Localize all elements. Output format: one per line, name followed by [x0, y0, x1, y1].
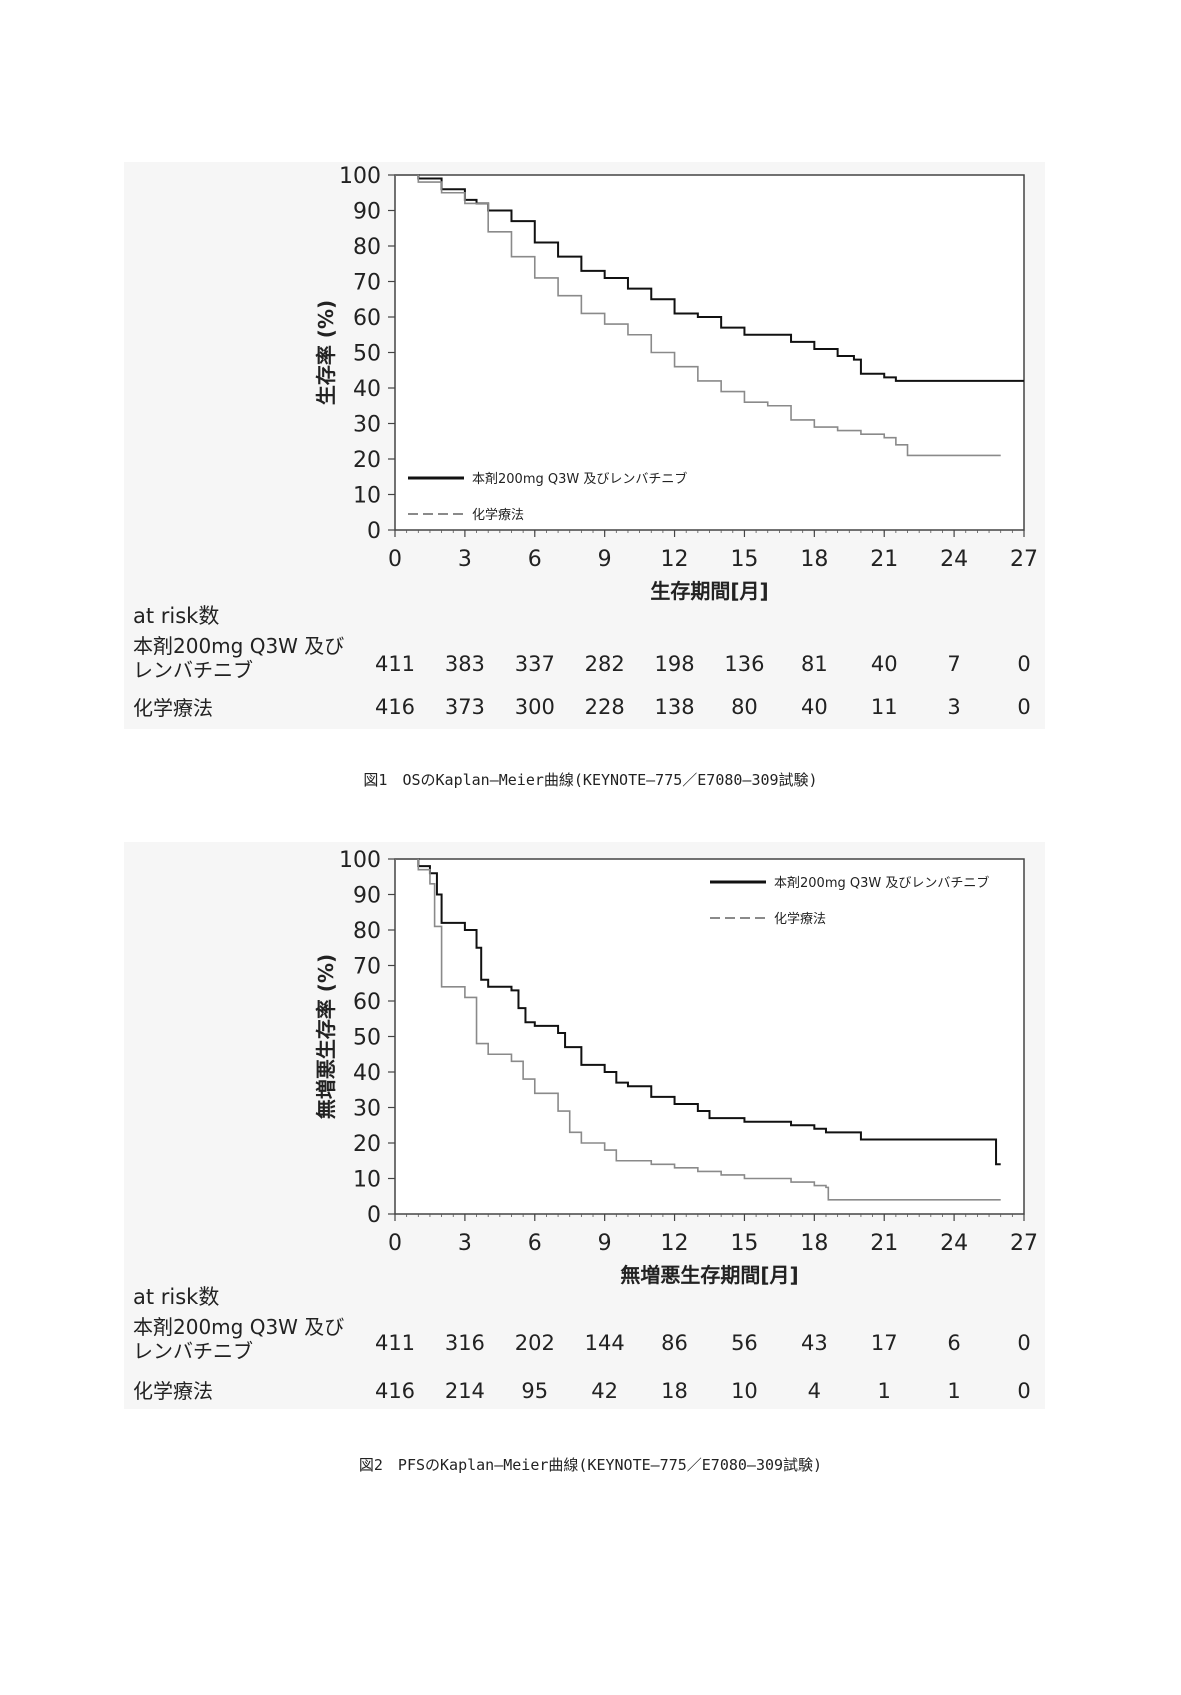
at-risk-count: 40 [800, 695, 828, 719]
label-line: レンバチニブ [133, 658, 253, 682]
at-risk-count: 144 [584, 1331, 625, 1355]
at-risk-count: 0 [1017, 652, 1031, 676]
at-risk-count: 202 [514, 1331, 555, 1355]
label-line: 本剤200mg Q3W 及び [133, 1315, 345, 1339]
pfs-figure-caption: 図2 PFSのKaplan―Meier曲線(KEYNOTE―775／E7080―… [358, 1456, 823, 1474]
at-risk-count: 81 [800, 652, 828, 676]
at-risk-count: 198 [654, 652, 695, 676]
at-risk-count: 95 [521, 1379, 549, 1403]
at-risk-count: 228 [584, 695, 625, 719]
os-at-risk-row-label-chemo: 化学療法 [133, 696, 213, 720]
at-risk-count: 0 [1017, 695, 1031, 719]
at-risk-count: 11 [870, 695, 898, 719]
at-risk-count: 4 [807, 1379, 822, 1403]
os-at-risk-row-label-treatment: 本剤200mg Q3W 及び レンバチニブ [133, 634, 344, 682]
at-risk-count: 0 [1017, 1331, 1031, 1355]
at-risk-count: 43 [800, 1331, 828, 1355]
pfs-at-risk-row-label-treatment: 本剤200mg Q3W 及び レンバチニブ [133, 1315, 344, 1363]
at-risk-count: 42 [591, 1379, 619, 1403]
at-risk-count: 18 [661, 1379, 688, 1403]
at-risk-count: 10 [731, 1379, 758, 1403]
at-risk-count: 1 [877, 1379, 891, 1403]
at-risk-count: 282 [584, 652, 625, 676]
at-risk-count: 416 [374, 1379, 416, 1403]
label-line: レンバチニブ [133, 1339, 253, 1363]
at-risk-count: 0 [1017, 1379, 1031, 1403]
at-risk-count: 300 [514, 695, 555, 719]
at-risk-count: 80 [731, 695, 758, 719]
at-risk-count: 138 [654, 695, 695, 719]
pfs-at-risk-title: at risk数 [133, 1285, 220, 1309]
at-risk-count: 56 [731, 1331, 758, 1355]
at-risk-count: 214 [444, 1379, 485, 1403]
at-risk-count: 383 [444, 652, 485, 676]
at-risk-count: 3 [947, 695, 961, 719]
at-risk-count: 6 [947, 1331, 961, 1355]
at-risk-count: 86 [661, 1331, 688, 1355]
at-risk-count: 136 [724, 652, 765, 676]
at-risk-count: 337 [514, 652, 555, 676]
at-risk-count: 316 [444, 1331, 485, 1355]
at-risk-count: 7 [947, 652, 961, 676]
label-line: 本剤200mg Q3W 及び [133, 634, 345, 658]
at-risk-count: 416 [374, 695, 416, 719]
at-risk-count: 373 [444, 695, 485, 719]
at-risk-count: 411 [374, 652, 416, 676]
os-at-risk-title: at risk数 [133, 604, 220, 628]
at-risk-count: 411 [374, 1331, 416, 1355]
at-risk-count: 17 [870, 1331, 898, 1355]
at-risk-count: 1 [947, 1379, 961, 1403]
pfs-at-risk-row-label-chemo: 化学療法 [133, 1379, 213, 1403]
os-figure-caption: 図1 OSのKaplan―Meier曲線(KEYNOTE―775／E7080―3… [363, 771, 818, 789]
at-risk-count: 40 [870, 652, 898, 676]
